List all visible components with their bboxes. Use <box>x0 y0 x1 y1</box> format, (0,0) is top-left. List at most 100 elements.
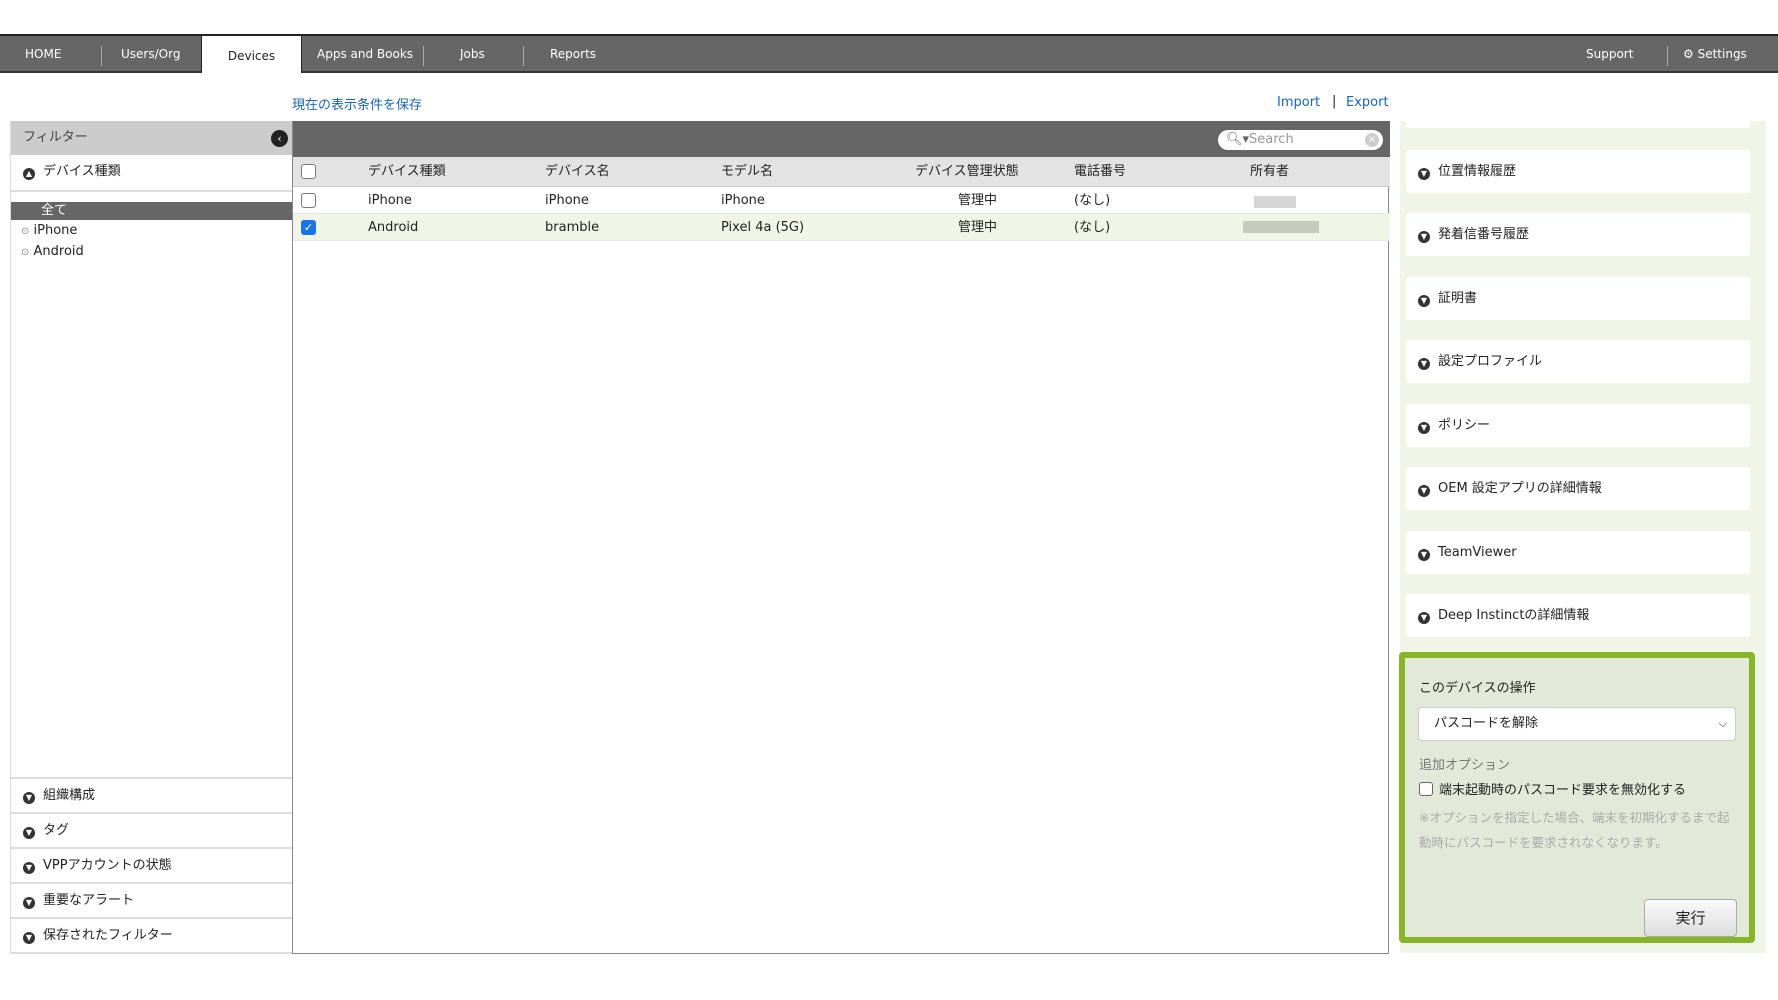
section-location-history[interactable]: ▼ 位置情報履歴 <box>1406 150 1750 193</box>
chevron-down-icon: ▼ <box>1418 168 1430 180</box>
import-link[interactable]: Import <box>1277 95 1321 110</box>
section-label: 保存されたフィルター <box>43 928 173 943</box>
filter-section-vpp[interactable]: ▼ VPPアカウントの状態 <box>11 847 292 882</box>
col-model[interactable]: モデル名 <box>721 164 774 179</box>
divider <box>101 46 102 66</box>
chevron-down-icon: ▼ <box>1418 549 1430 561</box>
select-all-checkbox[interactable] <box>301 164 316 179</box>
tab-jobs[interactable]: Jobs <box>460 47 485 61</box>
run-button[interactable]: 実行 <box>1644 899 1737 937</box>
option-label: 端末起動時のパスコード要求を無効化する <box>1439 783 1687 798</box>
device-type-label: デバイス種類 <box>43 164 121 179</box>
section-oem-config[interactable]: ▼ OEM 設定アプリの詳細情報 <box>1406 467 1750 510</box>
table-row[interactable]: ✓ Android bramble Pixel 4a (5G) 管理中 (なし) <box>293 214 1390 241</box>
row-checkbox[interactable]: ✓ <box>301 220 316 235</box>
filter-section-saved[interactable]: ▼ 保存されたフィルター <box>11 917 292 954</box>
section-label: 組織構成 <box>43 788 96 803</box>
tab-users-org[interactable]: Users/Org <box>121 47 181 61</box>
section-teamviewer[interactable]: ▼ TeamViewer <box>1406 531 1750 574</box>
owner-redacted <box>1254 196 1296 208</box>
divider <box>1667 46 1668 66</box>
settings-label: Settings <box>1697 47 1747 61</box>
gear-icon: ⚙ <box>1683 47 1694 61</box>
top-nav: HOME Users/Org Devices Apps and Books Jo… <box>0 34 1778 73</box>
cell-status: 管理中 <box>958 193 998 208</box>
cell-type: iPhone <box>368 193 412 208</box>
section-policy[interactable]: ▼ ポリシー <box>1406 404 1750 447</box>
filter-option-all[interactable]: 全て <box>11 202 292 220</box>
collapse-icon[interactable]: ‹ <box>271 130 288 147</box>
filter-option-android[interactable]: ⊙ Android <box>21 244 84 259</box>
cell-name: bramble <box>545 220 600 235</box>
search-placeholder: Search <box>1249 132 1294 147</box>
option-checkbox[interactable] <box>1419 782 1433 796</box>
filter-section-tag[interactable]: ▼ タグ <box>11 812 292 847</box>
option-label: Android <box>33 244 84 259</box>
tab-reports[interactable]: Reports <box>550 47 597 61</box>
clear-icon[interactable]: × <box>1365 133 1379 147</box>
chevron-down-icon: ▼ <box>23 792 35 804</box>
chevron-down-icon: ▼ <box>1418 485 1430 497</box>
divider <box>523 46 524 66</box>
cell-phone: (なし) <box>1074 193 1111 208</box>
search-input[interactable]: 🔍︎▾Search × <box>1218 130 1383 150</box>
option-row[interactable]: 端末起動時のパスコード要求を無効化する <box>1419 779 1686 798</box>
section-profiles[interactable]: ▼ 設定プロファイル <box>1406 340 1750 383</box>
section-label: 重要なアラート <box>43 893 135 908</box>
tab-apps-and-books[interactable]: Apps and Books <box>317 47 414 61</box>
filter-title: フィルター <box>23 130 88 145</box>
divider: | <box>1332 94 1337 109</box>
table-toolbar: 🔍︎▾Search × <box>293 121 1390 157</box>
chevron-down-icon: ▼ <box>1418 612 1430 624</box>
col-status[interactable]: デバイス管理状態 <box>915 164 1019 179</box>
col-phone[interactable]: 電話番号 <box>1074 164 1127 179</box>
row-checkbox[interactable] <box>301 193 316 208</box>
export-link[interactable]: Export <box>1346 95 1389 110</box>
section-label: 設定プロファイル <box>1438 354 1543 369</box>
col-device-name[interactable]: デバイス名 <box>545 164 610 179</box>
cell-type: Android <box>368 220 419 235</box>
option-note: ※オプションを指定した場合、端末を初期化するまで起動時にパスコードを要求されなく… <box>1419 810 1730 850</box>
settings-link[interactable]: ⚙ Settings <box>1683 36 1747 73</box>
section-label: OEM 設定アプリの詳細情報 <box>1438 481 1602 496</box>
chevron-up-icon: ▲ <box>23 168 35 180</box>
save-view-link[interactable]: 現在の表示条件を保存 <box>292 98 423 113</box>
section-label: タグ <box>43 823 70 838</box>
filter-section-org[interactable]: ▼ 組織構成 <box>11 777 292 812</box>
cell-model: iPhone <box>721 193 765 208</box>
chevron-down-icon: ▼ <box>23 897 35 909</box>
filter-option-iphone[interactable]: ⊙ iPhone <box>21 223 77 238</box>
col-device-type[interactable]: デバイス種類 <box>368 164 446 179</box>
chevron-down-icon: ▼ <box>23 827 35 839</box>
chevron-down-icon: ⌵ <box>1718 717 1727 730</box>
filter-section-alerts[interactable]: ▼ 重要なアラート <box>11 882 292 917</box>
section-label: VPPアカウントの状態 <box>43 858 172 873</box>
filter-panel: フィルター ‹ ▲ デバイス種類 全て ⊙ iPhone ⊙ Android ▼ 組… <box>10 121 292 954</box>
section-label: 発着信番号履歴 <box>1438 227 1530 242</box>
device-type-section[interactable]: ▲ デバイス種類 <box>11 155 292 192</box>
chevron-down-icon: ▼ <box>1418 231 1430 243</box>
table-row[interactable]: iPhone iPhone iPhone 管理中 (なし) <box>293 187 1390 214</box>
section-label: TeamViewer <box>1438 545 1517 560</box>
chevron-down-icon: ▼ <box>1418 422 1430 434</box>
cell-model: Pixel 4a (5G) <box>721 220 805 235</box>
tab-home[interactable]: HOME <box>25 47 62 61</box>
section-deep-instinct[interactable]: ▼ Deep Instinctの詳細情報 <box>1406 594 1750 637</box>
radio-icon: ⊙ <box>21 247 30 258</box>
ops-title: このデバイスの操作 <box>1419 681 1536 696</box>
owner-redacted <box>1243 221 1319 233</box>
action-value: パスコードを解除 <box>1434 716 1539 731</box>
section-certificates[interactable]: ▼ 証明書 <box>1406 277 1750 320</box>
device-operations-box: このデバイスの操作 パスコードを解除 ⌵ 追加オプション 端末起動時のパスコード要… <box>1399 652 1755 943</box>
action-select[interactable]: パスコードを解除 ⌵ <box>1418 707 1736 741</box>
tab-devices[interactable]: Devices <box>201 35 302 73</box>
detail-card <box>1406 85 1750 128</box>
section-label: ポリシー <box>1438 418 1491 433</box>
search-icon: 🔍︎▾ <box>1226 132 1250 147</box>
section-call-history[interactable]: ▼ 発着信番号履歴 <box>1406 213 1750 256</box>
col-owner[interactable]: 所有者 <box>1250 164 1290 179</box>
section-label: 証明書 <box>1438 291 1478 306</box>
table-header: デバイス種類 デバイス名 モデル名 デバイス管理状態 電話番号 所有者 <box>293 157 1390 187</box>
support-link[interactable]: Support <box>1586 47 1634 61</box>
chevron-down-icon: ▼ <box>1418 295 1430 307</box>
